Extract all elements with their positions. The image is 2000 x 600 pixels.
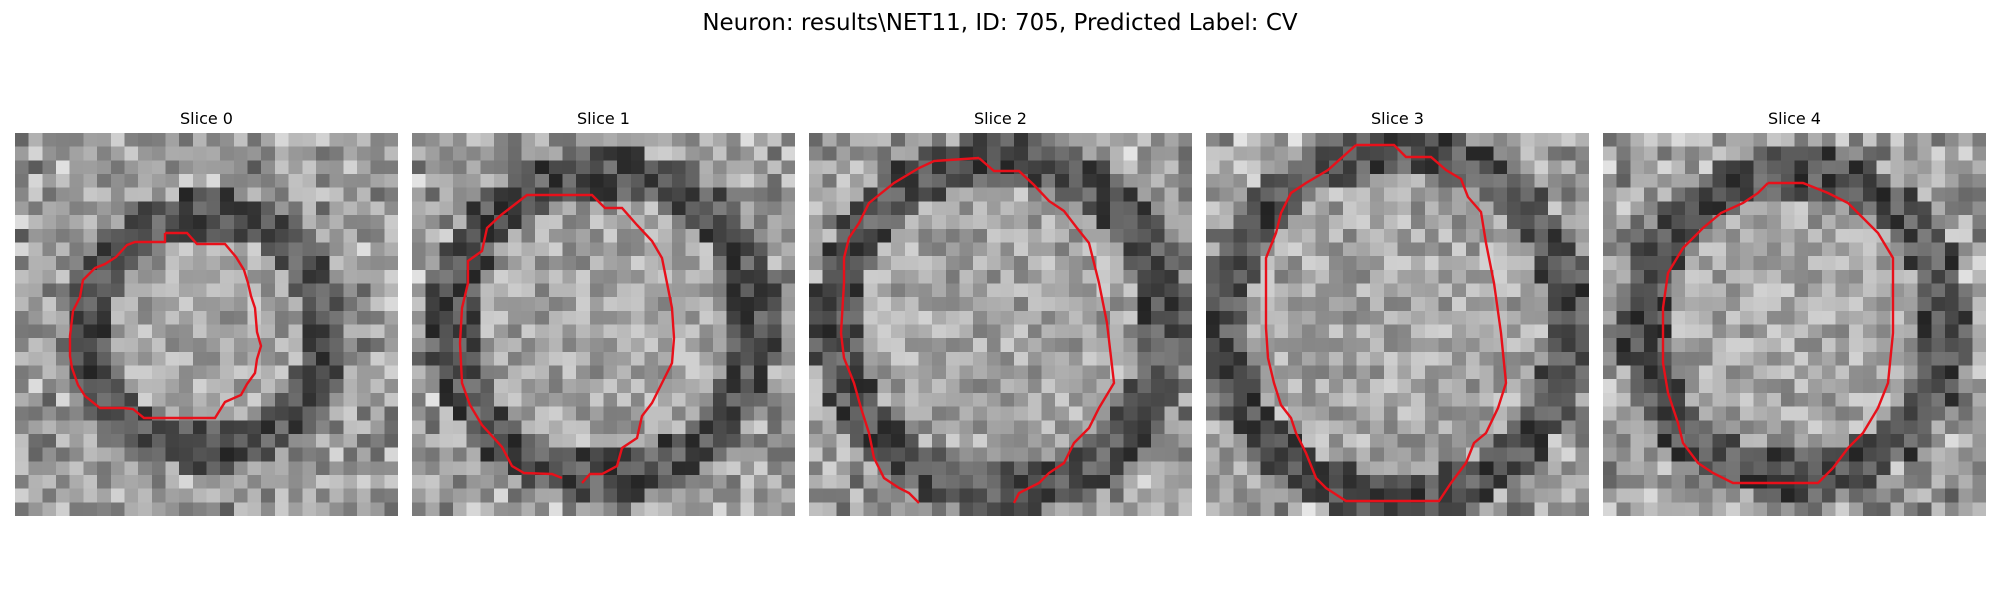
slice-4-contour (1661, 181, 1895, 485)
slice-0-contour (68, 231, 263, 420)
slice-3-contour (1264, 143, 1508, 503)
slice-2-title: Slice 2 (974, 109, 1027, 128)
slice-4-title: Slice 4 (1768, 109, 1821, 128)
slice-1-contour (458, 193, 676, 484)
slice-0-image (15, 133, 398, 516)
figure-title: Neuron: results\NET11, ID: 705, Predicte… (702, 10, 1298, 36)
slice-0-title: Slice 0 (180, 109, 233, 128)
slice-2-contour (839, 156, 1116, 504)
slice-1-image (412, 133, 795, 516)
slice-1-title: Slice 1 (577, 109, 630, 128)
slice-3-title: Slice 3 (1371, 109, 1424, 128)
slice-4-image (1603, 133, 1986, 516)
slice-3-image (1206, 133, 1589, 516)
